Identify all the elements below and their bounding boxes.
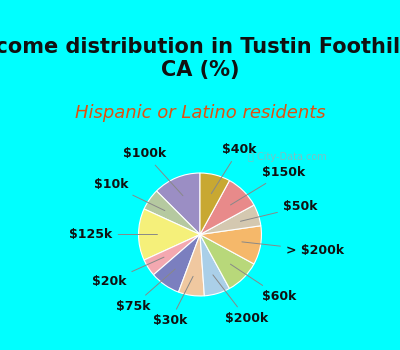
Text: > $200k: > $200k: [242, 242, 344, 257]
Text: $125k: $125k: [70, 228, 158, 241]
Text: $50k: $50k: [240, 201, 317, 221]
Text: ⓘ City-Data.com: ⓘ City-Data.com: [248, 152, 326, 162]
Text: Hispanic or Latino residents: Hispanic or Latino residents: [75, 104, 325, 122]
Wedge shape: [144, 191, 200, 235]
Text: Income distribution in Tustin Foothills,
CA (%): Income distribution in Tustin Foothills,…: [0, 37, 400, 80]
Wedge shape: [178, 234, 204, 296]
Wedge shape: [200, 234, 230, 296]
Text: $30k: $30k: [153, 276, 193, 328]
Text: $75k: $75k: [116, 269, 175, 313]
Wedge shape: [138, 209, 200, 260]
Text: $10k: $10k: [94, 178, 165, 211]
Text: $200k: $200k: [213, 275, 268, 325]
Wedge shape: [200, 234, 254, 288]
Text: $100k: $100k: [123, 147, 183, 196]
Text: $20k: $20k: [92, 257, 164, 288]
Wedge shape: [200, 205, 261, 235]
Wedge shape: [154, 234, 200, 292]
Text: $60k: $60k: [230, 264, 296, 303]
Wedge shape: [200, 173, 230, 235]
Wedge shape: [144, 234, 200, 275]
Wedge shape: [156, 173, 200, 235]
Text: $150k: $150k: [230, 166, 305, 205]
Text: $40k: $40k: [211, 144, 256, 194]
Wedge shape: [200, 181, 254, 234]
Wedge shape: [200, 226, 262, 264]
